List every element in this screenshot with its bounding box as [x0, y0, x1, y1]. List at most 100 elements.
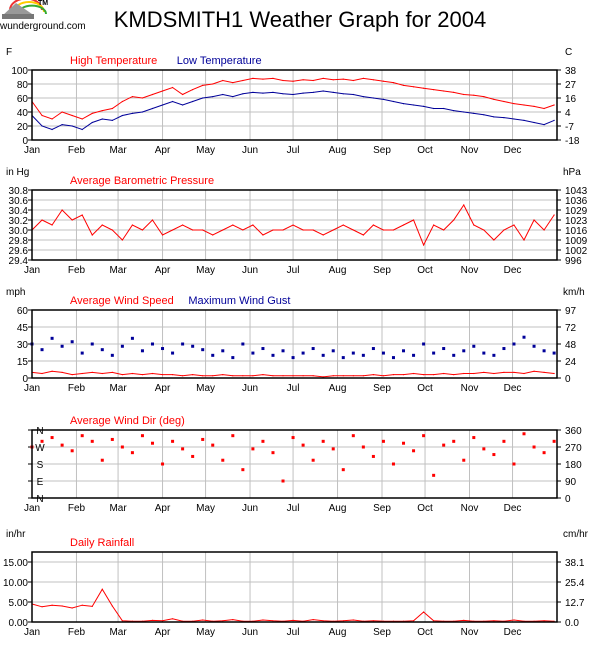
month-label: Nov — [461, 383, 479, 394]
data-point — [261, 347, 265, 351]
y-tick-label: 29.6 — [9, 246, 29, 257]
data-point — [361, 353, 365, 357]
data-point — [182, 375, 184, 377]
plot-frame — [31, 551, 558, 623]
data-point — [50, 436, 54, 440]
data-point — [381, 351, 385, 355]
data-point — [141, 111, 144, 113]
data-point — [402, 374, 405, 376]
data-point — [91, 234, 93, 236]
right-tick-label: 1023 — [565, 216, 588, 227]
data-point — [150, 441, 154, 445]
right-tick-label: 1016 — [565, 226, 588, 237]
right-unit-label: cm/hr — [563, 529, 589, 540]
data-point — [553, 372, 555, 375]
month-label: Dec — [504, 627, 522, 638]
data-point — [130, 451, 134, 455]
data-point — [312, 375, 314, 377]
data-point — [262, 78, 264, 80]
month-label: Jun — [242, 627, 258, 638]
data-point — [181, 342, 185, 346]
data-point — [321, 353, 325, 357]
data-point — [371, 347, 375, 351]
month-label: Dec — [504, 145, 522, 156]
month-label: Oct — [417, 265, 433, 276]
data-point — [51, 118, 53, 120]
data-point — [161, 620, 164, 622]
month-label: Jan — [24, 383, 40, 394]
month-label: Oct — [417, 383, 433, 394]
data-point — [51, 370, 53, 372]
month-label: Mar — [109, 503, 127, 514]
data-point — [443, 229, 445, 231]
data-point — [523, 104, 525, 106]
data-point — [252, 224, 254, 226]
month-label: Jan — [24, 503, 40, 514]
data-point — [341, 356, 345, 360]
month-label: Jul — [287, 627, 300, 638]
data-point — [512, 342, 516, 346]
data-point — [272, 77, 274, 79]
data-point — [543, 229, 545, 231]
data-point — [442, 443, 446, 447]
data-point — [463, 204, 465, 206]
data-point — [362, 96, 364, 98]
month-label: Oct — [417, 503, 433, 514]
data-point — [141, 97, 144, 99]
data-point — [522, 335, 526, 339]
data-point — [121, 114, 123, 117]
data-point — [493, 620, 495, 622]
data-point — [171, 100, 174, 103]
data-point — [512, 462, 516, 466]
data-point — [463, 619, 465, 622]
data-point — [553, 119, 555, 121]
month-label: Nov — [461, 503, 479, 514]
data-point — [100, 458, 104, 462]
y-tick-label: 60 — [17, 94, 29, 105]
data-point — [40, 439, 44, 443]
right-tick-label: 38.1 — [565, 558, 585, 569]
data-point — [281, 349, 285, 353]
month-label: Nov — [461, 145, 479, 156]
data-point — [61, 124, 63, 126]
month-label: Sep — [373, 383, 391, 394]
data-point — [252, 91, 254, 93]
data-point — [111, 119, 113, 121]
month-label: Aug — [329, 627, 347, 638]
y-tick-label: 30 — [17, 340, 29, 351]
data-point — [202, 619, 204, 621]
right-tick-label: 48 — [565, 340, 577, 351]
data-point — [352, 79, 354, 82]
data-point — [100, 348, 104, 352]
y-tick-label: 0 — [22, 374, 28, 385]
data-point — [131, 112, 134, 114]
left-unit-label: mph — [6, 287, 25, 298]
data-point — [81, 118, 83, 120]
data-point — [292, 93, 294, 96]
data-point — [221, 349, 225, 353]
data-point — [61, 605, 63, 607]
data-point — [402, 103, 405, 105]
y-tick-label: 40 — [17, 108, 29, 119]
data-point — [473, 372, 475, 375]
month-label: Oct — [417, 145, 433, 156]
logo-text: wunderground.com — [0, 21, 86, 32]
data-point — [493, 98, 495, 100]
data-point — [272, 375, 274, 377]
data-point — [412, 104, 415, 106]
data-point — [361, 445, 365, 449]
data-point — [433, 374, 435, 376]
data-point — [513, 619, 515, 621]
data-point — [111, 229, 113, 231]
data-point — [362, 77, 364, 79]
data-point — [262, 374, 264, 376]
data-point — [472, 344, 476, 348]
y-tick-label: 30.4 — [9, 206, 29, 217]
data-point — [372, 224, 374, 226]
data-point — [372, 620, 374, 622]
data-point — [121, 239, 123, 241]
data-point — [202, 375, 204, 377]
data-point — [222, 229, 224, 231]
right-tick-label: 1043 — [565, 186, 588, 197]
right-tick-label: 24 — [565, 357, 577, 368]
